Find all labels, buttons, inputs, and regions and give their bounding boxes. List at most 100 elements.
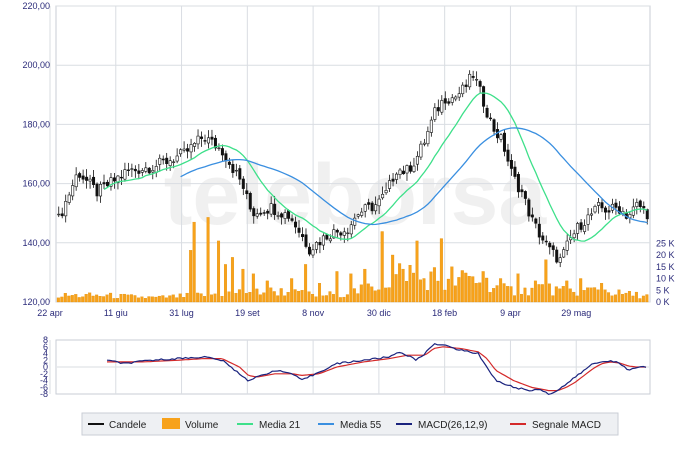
candle-body xyxy=(572,233,576,239)
volume-bar xyxy=(241,268,245,303)
volume-bar xyxy=(439,238,443,303)
candle-body xyxy=(206,137,210,144)
macd-tick-label: -8 xyxy=(40,389,48,399)
legend-item-ma55[interactable]: Media 55 xyxy=(318,420,382,431)
candle-body xyxy=(590,213,594,216)
volume-bar xyxy=(74,294,78,303)
candles xyxy=(57,70,649,268)
volume-bar xyxy=(161,295,165,303)
legend-item-volume[interactable]: Volume xyxy=(162,418,219,431)
legend-item-candles[interactable]: Candele xyxy=(88,420,147,431)
volume-bar xyxy=(112,298,116,303)
volume-bar xyxy=(464,272,468,303)
volume-legend-swatch xyxy=(162,418,180,429)
candle-body xyxy=(255,213,259,217)
candle-body xyxy=(353,217,357,226)
volume-bar xyxy=(210,294,214,303)
candle-body xyxy=(464,84,468,87)
candle-body xyxy=(339,232,343,236)
candle-body xyxy=(262,212,266,214)
macd-tick-label: -6 xyxy=(40,382,48,392)
candle-body xyxy=(579,222,583,230)
volume-bar xyxy=(596,289,600,303)
candle-body xyxy=(509,160,513,169)
candle-body xyxy=(502,132,506,152)
candle-body xyxy=(119,176,123,179)
candle-body xyxy=(280,213,284,218)
candle-body xyxy=(231,164,235,173)
candle-body xyxy=(607,210,611,213)
volume-bar xyxy=(206,217,210,303)
volume-bar xyxy=(401,268,405,303)
candle-body xyxy=(516,174,520,193)
candle-body xyxy=(440,100,444,113)
legend-item-ma21[interactable]: Media 21 xyxy=(237,420,301,431)
volume-bar xyxy=(607,292,611,303)
x-tick-label: 31 lug xyxy=(169,308,194,318)
candle-body xyxy=(78,173,82,178)
candle-body xyxy=(213,137,217,149)
volume-bar xyxy=(331,294,335,303)
candle-body xyxy=(123,169,127,180)
volume-bar xyxy=(408,264,412,303)
candle-body xyxy=(81,175,85,180)
candle-body xyxy=(558,257,562,263)
volume-bar xyxy=(318,283,322,303)
volume-bar xyxy=(495,285,499,303)
volume-bar xyxy=(244,293,248,303)
legend-item-macd[interactable]: MACD(26,12,9) xyxy=(396,420,487,431)
candle-body xyxy=(203,140,207,142)
volume-bar xyxy=(178,293,182,303)
volume-bar xyxy=(373,290,377,303)
volume-bar xyxy=(432,267,436,303)
volume-bar xyxy=(81,296,85,303)
candle-body xyxy=(583,225,587,232)
volume-bar xyxy=(589,287,593,303)
volume-bar xyxy=(436,280,440,303)
candle-body xyxy=(374,204,378,212)
volume-bar xyxy=(314,296,318,303)
volume-bar xyxy=(485,277,489,303)
volume-bar xyxy=(133,295,137,303)
volume-bar xyxy=(224,264,227,303)
candle-body xyxy=(638,200,642,208)
axis-ticks: 120,00 140,00 160,00 180,00 200,00 220,00 0 K 5… xyxy=(22,1,674,399)
volume-bar xyxy=(377,289,381,303)
candle-body xyxy=(301,234,305,237)
volume-bar xyxy=(88,292,92,303)
x-tick-label: 8 nov xyxy=(302,308,325,318)
candle-body xyxy=(325,234,329,240)
volume-bar xyxy=(77,297,81,303)
candle-body xyxy=(335,229,339,233)
candle-body xyxy=(454,96,458,100)
volume-bar xyxy=(311,294,315,303)
x-tick-label: 9 apr xyxy=(500,308,521,318)
volume-bar xyxy=(471,276,475,303)
volume-bar xyxy=(63,293,67,303)
macd-tick-label: -2 xyxy=(40,369,48,379)
volume-bar xyxy=(554,286,558,303)
legend-label-candles: Candele xyxy=(109,420,147,431)
legend-item-signal[interactable]: Segnale MACD xyxy=(510,420,601,431)
candle-body xyxy=(161,158,165,161)
candle-body xyxy=(273,203,277,215)
candle-body xyxy=(342,231,346,236)
candle-body xyxy=(548,242,552,248)
candle-body xyxy=(102,182,106,185)
volume-bar xyxy=(203,296,207,303)
volume-bar xyxy=(136,297,140,303)
candle-body xyxy=(287,210,291,219)
volume-bar xyxy=(506,286,510,303)
candle-body xyxy=(269,203,273,215)
candle-body xyxy=(530,214,534,218)
candle-body xyxy=(332,229,336,239)
volume-bar xyxy=(645,294,649,303)
volume-bar xyxy=(164,297,168,303)
volume-bar xyxy=(620,293,624,303)
volume-bar xyxy=(60,296,64,303)
macd-tick-label: 6 xyxy=(43,342,48,352)
candle-body xyxy=(140,170,144,173)
volume-bar xyxy=(230,257,234,303)
volume-bar xyxy=(109,292,113,303)
volume-bar xyxy=(391,254,395,303)
